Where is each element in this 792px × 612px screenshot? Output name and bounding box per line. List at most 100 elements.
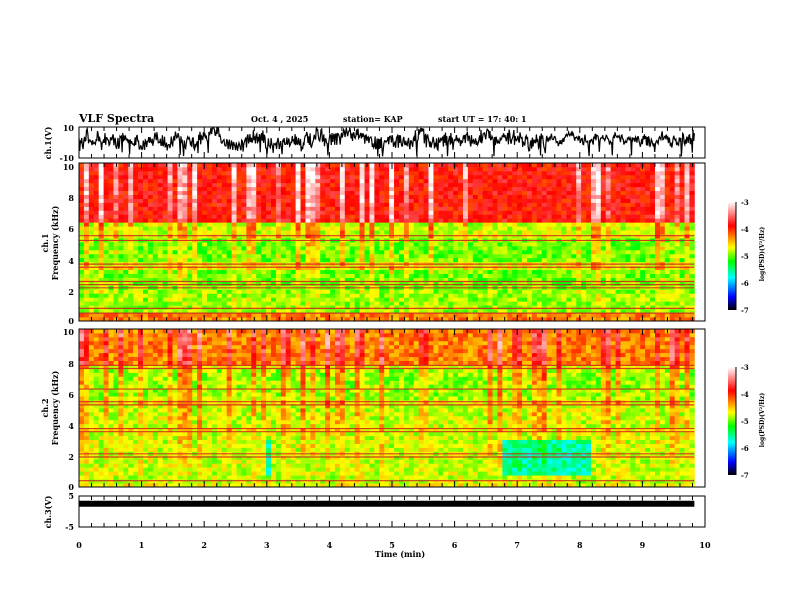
spectrogram-cell bbox=[654, 281, 661, 286]
spectrogram-cell bbox=[462, 281, 469, 286]
spectrogram-cell bbox=[138, 301, 144, 306]
spectrogram-cell bbox=[659, 174, 666, 180]
spectrogram-cell bbox=[669, 245, 676, 251]
spectrogram-cell bbox=[354, 163, 360, 168]
spectrogram-cell bbox=[418, 289, 424, 294]
spectrogram-cell bbox=[581, 281, 587, 286]
spectrogram-cell bbox=[669, 305, 676, 310]
spectrogram-cell bbox=[659, 289, 666, 294]
spectrogram-cell bbox=[630, 218, 636, 223]
spectrogram-cell bbox=[138, 281, 144, 286]
spectrogram-cell bbox=[610, 245, 616, 251]
spectrogram-cell bbox=[133, 226, 139, 231]
spectrogram-cell bbox=[315, 289, 321, 294]
spectrogram-cell bbox=[581, 249, 587, 255]
spectrogram-cell bbox=[541, 174, 548, 180]
spectrogram-cell bbox=[364, 305, 370, 310]
spectrogram-cell bbox=[310, 277, 316, 282]
spectrogram-cell bbox=[541, 273, 548, 278]
spectrogram-cell bbox=[261, 242, 267, 247]
spectrogram-cell bbox=[261, 269, 267, 274]
spectrogram-cell bbox=[423, 170, 429, 176]
spectrogram-cell bbox=[561, 218, 567, 223]
spectrogram-cell bbox=[182, 253, 188, 259]
spectrogram-cell bbox=[590, 269, 597, 274]
spectrogram-cell bbox=[305, 305, 311, 310]
spectrogram-cell bbox=[162, 277, 169, 282]
spectrogram-cell bbox=[487, 305, 493, 310]
spectrogram-cell bbox=[512, 210, 518, 215]
spectrogram-cell bbox=[182, 182, 188, 188]
spectrogram-cell bbox=[300, 202, 306, 207]
spectrogram-cell bbox=[492, 163, 498, 168]
spectrogram-cell bbox=[118, 210, 124, 215]
spectrogram-cell bbox=[517, 281, 523, 286]
spectrogram-cell bbox=[398, 210, 405, 215]
spectrogram-cell bbox=[103, 269, 109, 274]
spectrogram-cell bbox=[187, 226, 193, 231]
spectrogram-cell bbox=[477, 289, 484, 294]
spectrogram-cell bbox=[551, 190, 557, 195]
spectrogram-cell bbox=[664, 194, 671, 199]
spectrogram-cell bbox=[669, 281, 676, 286]
spectrogram-cell bbox=[157, 210, 164, 215]
spectrogram-cell bbox=[261, 202, 267, 207]
spectrogram-cell bbox=[349, 253, 356, 259]
spectrogram-cell bbox=[285, 257, 292, 263]
spectrogram-cell bbox=[630, 202, 636, 207]
spectrogram-cell bbox=[458, 297, 464, 302]
spectrogram-cell bbox=[566, 257, 572, 263]
spectrogram-cell bbox=[226, 218, 233, 223]
spectrogram-cell bbox=[147, 210, 154, 215]
spectrogram-cell bbox=[334, 190, 341, 195]
spectrogram-cell bbox=[517, 242, 523, 247]
spectrogram-cell bbox=[266, 202, 272, 207]
spectrogram-cell bbox=[620, 269, 626, 274]
spectrogram-cell bbox=[556, 269, 562, 274]
spectrogram-cell bbox=[472, 313, 479, 318]
spectrogram-cell bbox=[394, 186, 400, 192]
spectrogram-cell bbox=[320, 202, 326, 207]
spectrogram-cell bbox=[487, 218, 493, 223]
spectrogram-cell bbox=[384, 218, 390, 223]
spectrogram-cell bbox=[595, 163, 602, 168]
spectrogram-cell bbox=[226, 269, 233, 274]
spectrogram-cell bbox=[216, 186, 223, 192]
spectrogram-cell bbox=[275, 182, 282, 188]
spectrogram-cell bbox=[162, 245, 169, 251]
spectrogram-cell bbox=[448, 297, 454, 302]
spectrogram-cell bbox=[359, 218, 365, 223]
spectrogram-cell bbox=[610, 226, 616, 231]
spectrogram-cell bbox=[226, 253, 233, 259]
spectrogram-cell bbox=[625, 257, 631, 263]
spectrogram-cell bbox=[389, 257, 395, 263]
spectrogram-cell bbox=[211, 218, 218, 223]
spectrogram-cell bbox=[162, 226, 169, 231]
spectrogram-cell bbox=[497, 222, 503, 227]
spectrogram-cell bbox=[152, 194, 159, 199]
spectrogram-cell bbox=[143, 230, 149, 235]
spectrogram-cell bbox=[512, 301, 518, 306]
spectrogram-cell bbox=[625, 202, 631, 207]
spectrogram-cell bbox=[187, 166, 193, 172]
spectrogram-cell bbox=[650, 210, 656, 215]
spectrogram-cell bbox=[167, 202, 173, 207]
spectrogram-cell bbox=[128, 242, 134, 247]
spectrogram-cell bbox=[83, 178, 90, 184]
spectrogram-cell bbox=[659, 206, 666, 211]
spectrogram-cell bbox=[147, 281, 154, 286]
spectrogram-cell bbox=[231, 194, 237, 199]
spectrogram-cell bbox=[566, 313, 572, 318]
spectrogram-cell bbox=[600, 210, 607, 215]
spectrogram-cell bbox=[285, 206, 292, 211]
spectrogram-cell bbox=[320, 281, 326, 286]
spectrogram-cell bbox=[256, 273, 262, 278]
spectrogram-cell bbox=[83, 249, 90, 255]
spectrogram-cell bbox=[187, 301, 193, 306]
spectrogram-cell bbox=[472, 198, 479, 203]
spectrogram-cell bbox=[83, 313, 90, 318]
spectrogram-cell bbox=[472, 166, 479, 172]
spectrogram-cell bbox=[418, 269, 424, 274]
spectrogram-cell bbox=[453, 273, 459, 278]
spectrogram-cell bbox=[625, 198, 631, 203]
